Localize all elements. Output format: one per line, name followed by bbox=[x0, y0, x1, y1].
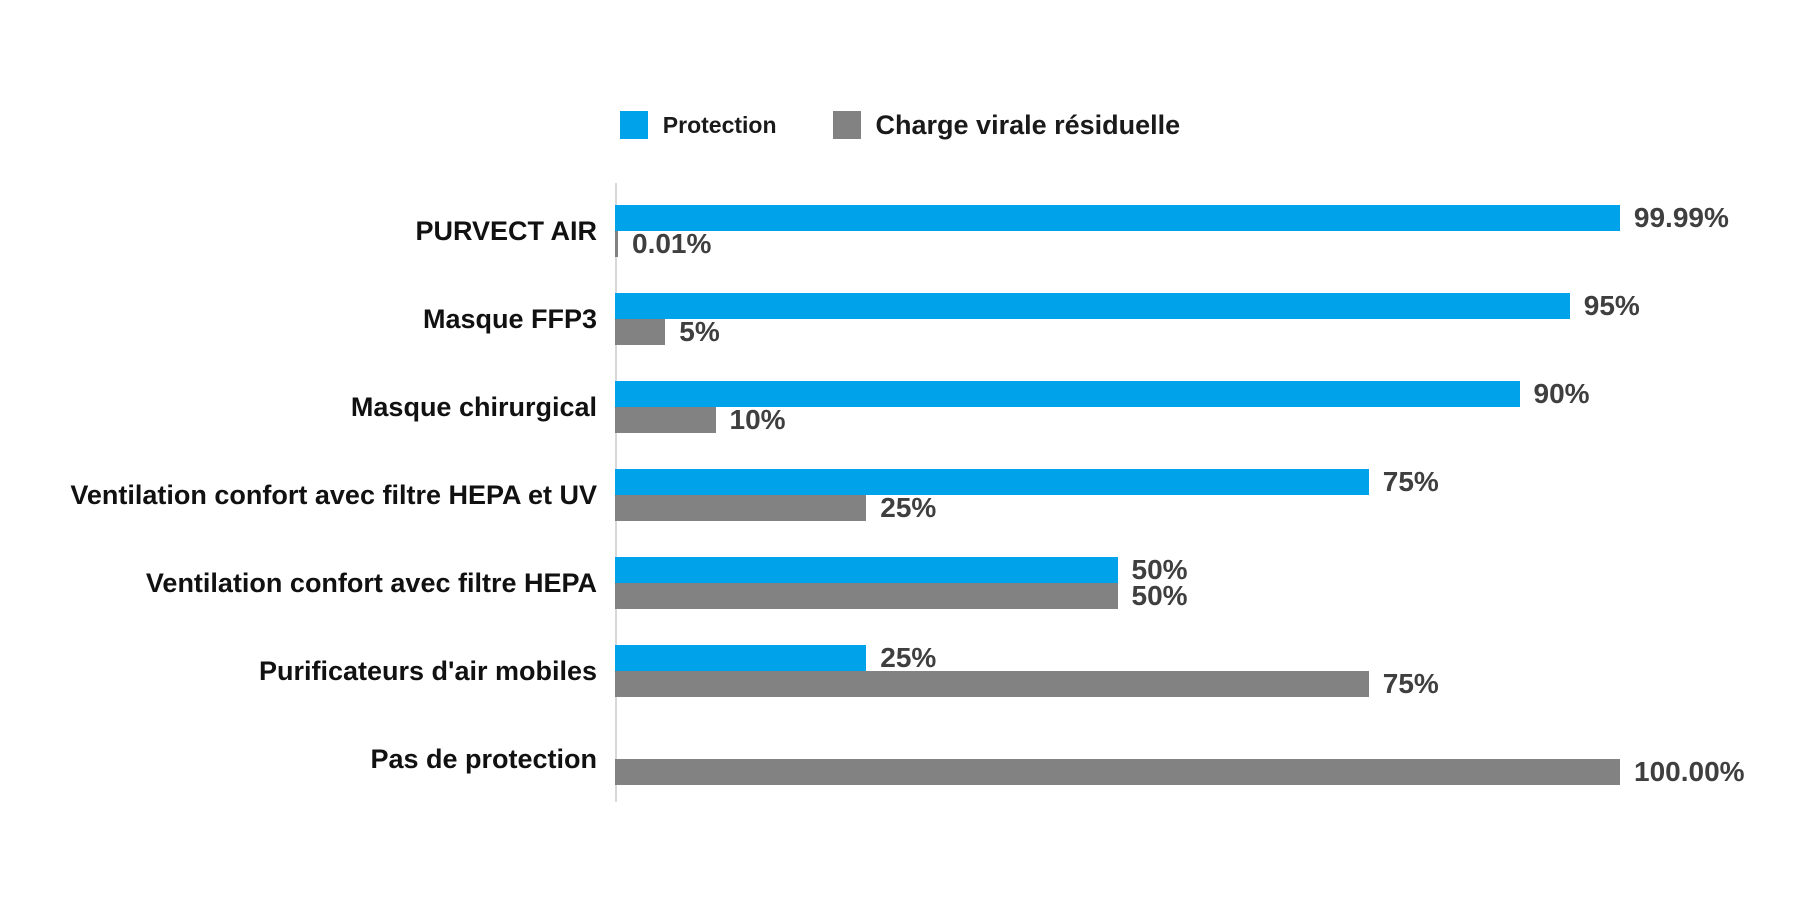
bar-line: 25% bbox=[615, 642, 1439, 673]
value-label: 0.01% bbox=[632, 228, 712, 259]
category-label: Pas de protection bbox=[370, 743, 597, 774]
value-label: 25% bbox=[880, 642, 937, 673]
residual-load-bar bbox=[615, 583, 1118, 609]
legend-item: Charge virale résiduelle bbox=[832, 109, 1181, 140]
residual-load-bar bbox=[615, 407, 716, 433]
legend-item-label: Protection bbox=[662, 111, 777, 138]
bar-line: 10% bbox=[615, 404, 1590, 435]
bar-line: 99.99% bbox=[615, 202, 1729, 233]
bar-line: 100.00% bbox=[615, 756, 1745, 787]
chart-row: PURVECT AIR 99.99% 0.01% bbox=[0, 183, 1800, 271]
value-label: 50% bbox=[1131, 554, 1188, 585]
bar-line: 25% bbox=[615, 492, 1439, 523]
chart-row: Purificateurs d'air mobiles 25% 75% bbox=[0, 623, 1800, 711]
bar-pair: 100.00% bbox=[615, 733, 1745, 799]
value-label: 75% bbox=[1382, 466, 1439, 497]
bar-line bbox=[615, 733, 1745, 759]
chart-rows: PURVECT AIR 99.99% 0.01% Masque FFP3 95% 5% Ma… bbox=[0, 183, 1800, 799]
value-label: 99.99% bbox=[1633, 202, 1729, 233]
protection-bar bbox=[615, 381, 1520, 407]
value-label: 50% bbox=[1131, 580, 1188, 611]
protection-bar bbox=[615, 645, 867, 671]
residual-load-bar bbox=[615, 671, 1369, 697]
value-label: 10% bbox=[729, 404, 786, 435]
residual-load-bar bbox=[615, 759, 1620, 785]
category-label: Purificateurs d'air mobiles bbox=[258, 655, 597, 686]
residual-load-bar bbox=[615, 231, 618, 257]
protection-bar bbox=[615, 469, 1369, 495]
value-label: 95% bbox=[1583, 290, 1640, 321]
value-label: 100.00% bbox=[1634, 756, 1745, 787]
chart-row: Ventilation confort avec filtre HEPA et … bbox=[0, 447, 1800, 535]
bar-pair: 25% 75% bbox=[615, 642, 1439, 711]
category-label: Ventilation confort avec filtre HEPA et … bbox=[70, 479, 597, 510]
value-label: 90% bbox=[1533, 378, 1590, 409]
protection-bar bbox=[615, 205, 1620, 231]
residual-load-bar bbox=[615, 319, 666, 345]
chart-row: Pas de protection 100.00% bbox=[0, 711, 1800, 799]
value-label: 25% bbox=[880, 492, 937, 523]
bar-line: 95% bbox=[615, 290, 1640, 321]
bar-line: 75% bbox=[615, 668, 1439, 699]
bar-pair: 50% 50% bbox=[615, 554, 1188, 623]
bar-line: 50% bbox=[615, 554, 1188, 585]
value-label: 5% bbox=[679, 316, 720, 347]
chart-row: Masque FFP3 95% 5% bbox=[0, 271, 1800, 359]
bar-line: 5% bbox=[615, 316, 1640, 347]
bar-pair: 95% 5% bbox=[615, 290, 1640, 359]
bar-pair: 99.99% 0.01% bbox=[615, 202, 1729, 271]
category-label: Ventilation confort avec filtre HEPA bbox=[145, 567, 597, 598]
bar-line: 75% bbox=[615, 466, 1439, 497]
value-label: 75% bbox=[1382, 668, 1439, 699]
chart-row: Masque chirurgical 90% 10% bbox=[0, 359, 1800, 447]
bar-pair: 90% 10% bbox=[615, 378, 1590, 447]
bar-pair: 75% 25% bbox=[615, 466, 1439, 535]
legend-swatch-icon bbox=[832, 111, 861, 139]
legend-item: Protection bbox=[619, 111, 777, 139]
category-label: Masque chirurgical bbox=[350, 391, 597, 422]
bar-line: 50% bbox=[615, 580, 1188, 611]
chart-legend: Protection Charge virale résiduelle bbox=[0, 111, 1800, 139]
bar-line: 0.01% bbox=[615, 228, 1729, 259]
chart-row: Ventilation confort avec filtre HEPA 50% 5… bbox=[0, 535, 1800, 623]
protection-bar bbox=[615, 293, 1570, 319]
bar-line: 90% bbox=[615, 378, 1590, 409]
legend-item-label: Charge virale résiduelle bbox=[875, 109, 1181, 140]
protection-bar bbox=[615, 557, 1118, 583]
category-label: Masque FFP3 bbox=[422, 303, 597, 334]
category-label: PURVECT AIR bbox=[415, 215, 597, 246]
legend-swatch-icon bbox=[619, 111, 648, 139]
residual-load-bar bbox=[615, 495, 867, 521]
